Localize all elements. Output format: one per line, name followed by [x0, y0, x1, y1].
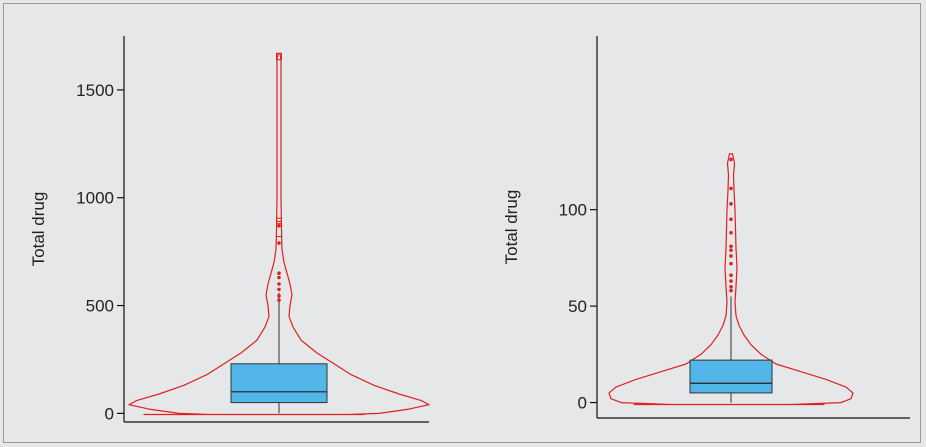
outlier-box [276, 52, 282, 61]
y-tick-label: 500 [86, 297, 114, 316]
y-tick-label: 50 [568, 297, 587, 316]
iqr-box [230, 363, 328, 404]
outlier-point [729, 288, 733, 293]
outlier-point [729, 157, 733, 162]
outlier-point [729, 254, 733, 258]
y-axis-label: Total drug [502, 190, 521, 265]
outlier-point [277, 287, 281, 292]
outlier-point [729, 279, 733, 283]
outlier-point [729, 285, 733, 289]
y-tick-label: 0 [105, 404, 114, 423]
outlier-point [277, 223, 281, 228]
violin-charts: 0 500 1000 1500 Total drug 0 50 100 Total drug [29, 36, 910, 423]
y-tick-label: 1000 [76, 189, 114, 208]
y-tick-label: 100 [559, 201, 587, 220]
outlier-point [729, 186, 733, 191]
y-tick-label: 1500 [76, 81, 114, 100]
outlier-point [729, 273, 733, 278]
outlier-point [729, 217, 733, 222]
outlier-point [277, 282, 281, 286]
outlier-box [276, 217, 282, 222]
outlier-point [277, 241, 281, 245]
outlier-point [729, 202, 733, 206]
outlier-box [276, 223, 282, 238]
outlier-point [729, 261, 733, 266]
y-axis-label: Total drug [29, 192, 48, 267]
outlier-point [729, 230, 733, 235]
outlier-point [277, 275, 281, 280]
outlier-point [277, 294, 281, 298]
outlier-point [277, 271, 281, 276]
iqr-box [689, 359, 773, 394]
outlier-point [277, 298, 281, 302]
outlier-point [729, 248, 733, 252]
y-tick-label: 0 [578, 394, 587, 413]
violin-outline [608, 153, 854, 406]
figure-frame: 0 500 1000 1500 Total drug 0 50 100 Total drug [3, 3, 921, 443]
outlier-point [729, 244, 733, 249]
